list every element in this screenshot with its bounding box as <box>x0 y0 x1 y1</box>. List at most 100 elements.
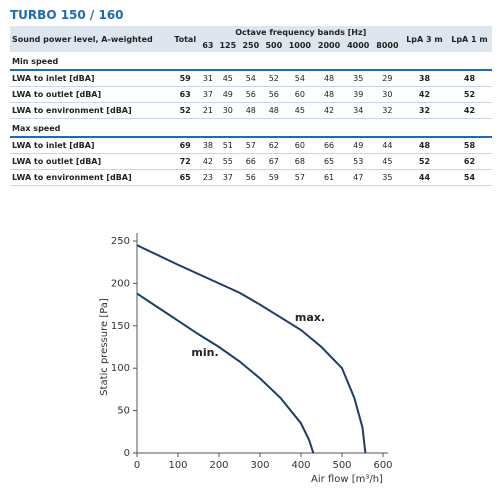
cell: 60 <box>285 86 315 103</box>
cell: 35 <box>343 70 373 87</box>
row-label: LWA to inlet [dBA] <box>10 137 171 154</box>
header-row: 63 125 250 500 1000 2000 4000 8000 <box>10 39 492 52</box>
cell: 67 <box>262 153 286 170</box>
row-label: LWA to environment [dBA] <box>10 102 171 119</box>
cell: 45 <box>372 153 402 170</box>
cell: 45 <box>216 70 240 87</box>
cell: 32 <box>372 102 402 119</box>
cell: 59 <box>170 70 200 87</box>
cell: 49 <box>216 86 240 103</box>
cell: 68 <box>285 153 315 170</box>
cell: 52 <box>446 86 492 103</box>
cell: 48 <box>239 102 263 119</box>
curve-label: min. <box>191 346 218 359</box>
header-cell: Total <box>170 26 200 52</box>
cell: 56 <box>239 86 263 103</box>
data-row: LWA to environment [dBA] 65 23 37 56 59 57 61 47… <box>10 169 492 186</box>
header-cell: 4000 <box>343 39 373 52</box>
cell: 65 <box>314 153 344 170</box>
header-cell: Octave frequency bands [Hz] <box>199 26 402 39</box>
header-cell: 2000 <box>314 39 344 52</box>
x-tick-label: 200 <box>209 460 228 471</box>
cell: 48 <box>314 70 344 87</box>
y-tick-label: 100 <box>111 363 130 374</box>
cell: 52 <box>170 102 200 119</box>
x-axis-label: Air flow [m³/h] <box>311 474 383 485</box>
cell: 52 <box>401 153 447 170</box>
cell: 55 <box>216 153 240 170</box>
x-tick-label: 500 <box>332 460 351 471</box>
cell: 23 <box>199 169 217 186</box>
cell: 44 <box>401 169 447 186</box>
sound-table: Sound power level, A-weighted Total Octave… <box>10 26 492 186</box>
y-axis-label: Static pressure [Pa] <box>99 298 110 396</box>
cell: 37 <box>216 169 240 186</box>
curve <box>136 292 315 454</box>
y-tick-label: 50 <box>117 406 130 417</box>
row-label: LWA to environment [dBA] <box>10 169 171 186</box>
cell: 58 <box>446 137 492 154</box>
cell: 38 <box>401 70 447 87</box>
row-label: LWA to outlet [dBA] <box>10 153 171 170</box>
chart: 0 50 100 150 200 250 0 100 200 300 400 500 600 Air fl… <box>99 233 393 485</box>
data-row: LWA to inlet [dBA] 59 31 45 54 52 54 48 35 29 38 48 <box>10 70 492 87</box>
data-row: LWA to inlet [dBA] 69 38 51 57 62 60 66 49 44 48 58 <box>10 137 492 154</box>
cell: 47 <box>343 169 373 186</box>
cell: 48 <box>401 137 447 154</box>
y-tick-label: 200 <box>111 278 130 289</box>
section-row: Max speed <box>10 118 492 138</box>
cell: 53 <box>343 153 373 170</box>
title: TURBO 150 / 160 <box>10 8 124 22</box>
cell: 57 <box>239 137 263 154</box>
y-tick-label: 250 <box>111 236 130 247</box>
header-cell: LpA 3 m <box>401 26 447 52</box>
cell: 66 <box>239 153 263 170</box>
row-label: LWA to inlet [dBA] <box>10 70 171 87</box>
cell: 21 <box>199 102 217 119</box>
cell: 38 <box>199 137 217 154</box>
curve <box>136 244 367 454</box>
cell: 48 <box>262 102 286 119</box>
cell: 63 <box>170 86 200 103</box>
cell: 62 <box>262 137 286 154</box>
row-label: LWA to outlet [dBA] <box>10 86 171 103</box>
cell: 54 <box>446 169 492 186</box>
cell: 42 <box>199 153 217 170</box>
header-row: Sound power level, A-weighted Total Octave… <box>10 26 492 52</box>
x-tick-label: 0 <box>134 460 140 471</box>
header-cell: 8000 <box>372 39 402 52</box>
cell: 69 <box>170 137 200 154</box>
header-cell: 500 <box>262 39 286 52</box>
cell: 37 <box>199 86 217 103</box>
cell: 39 <box>343 86 373 103</box>
data-row: LWA to outlet [dBA] 72 42 55 66 67 68 65 53 45 52 6… <box>10 153 492 170</box>
header-cell: 1000 <box>285 39 315 52</box>
cell: 66 <box>314 137 344 154</box>
header-cell: LpA 1 m <box>446 26 492 52</box>
cell: 49 <box>343 137 373 154</box>
cell: 31 <box>199 70 217 87</box>
header-cell: 63 <box>199 39 217 52</box>
cell: 30 <box>216 102 240 119</box>
cell: 61 <box>314 169 344 186</box>
x-tick-label: 400 <box>291 460 310 471</box>
cell: 48 <box>446 70 492 87</box>
cell: 51 <box>216 137 240 154</box>
cell: 52 <box>262 70 286 87</box>
header-cell: Sound power level, A-weighted <box>10 26 171 52</box>
x-tick-label: 300 <box>250 460 269 471</box>
cell: 56 <box>239 169 263 186</box>
section-row: Min speed <box>10 52 492 71</box>
cell: 65 <box>170 169 200 186</box>
cell: 32 <box>401 102 447 119</box>
cell: 42 <box>446 102 492 119</box>
cell: 45 <box>285 102 315 119</box>
cell: 54 <box>239 70 263 87</box>
data-row: LWA to environment [dBA] 52 21 30 48 48 45 42 34… <box>10 102 492 119</box>
x-tick-label: 600 <box>373 460 392 471</box>
cell: 72 <box>170 153 200 170</box>
x-tick-label: 100 <box>168 460 187 471</box>
cell: 34 <box>343 102 373 119</box>
cell: 44 <box>372 137 402 154</box>
